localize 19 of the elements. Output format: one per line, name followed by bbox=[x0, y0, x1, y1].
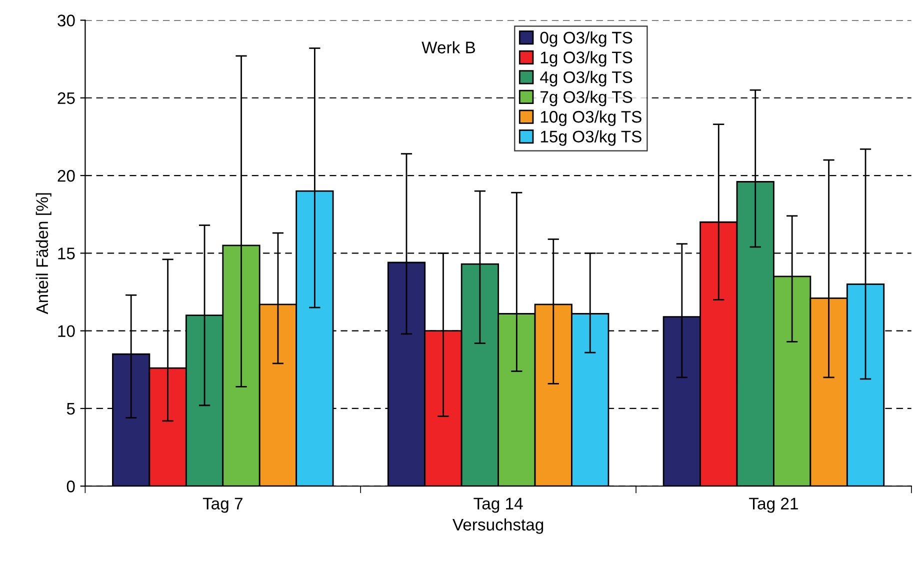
legend-label: 15g O3/kg TS bbox=[540, 130, 642, 146]
legend-label: 7g O3/kg TS bbox=[540, 90, 632, 106]
x-axis-title: Versuchstag bbox=[452, 518, 544, 534]
legend-label: 10g O3/kg TS bbox=[540, 110, 642, 126]
legend-label: 0g O3/kg TS bbox=[540, 31, 632, 47]
y-tick-label: 20 bbox=[58, 170, 75, 182]
y-axis-title: Anteil Fäden [%] bbox=[36, 193, 52, 314]
y-tick-label: 25 bbox=[58, 92, 75, 104]
x-tick-label: Tag 14 bbox=[474, 498, 523, 513]
legend-label: 1g O3/kg TS bbox=[540, 51, 632, 67]
text: Werk B bbox=[422, 41, 476, 54]
y-tick-label: 5 bbox=[66, 403, 75, 415]
legend-label: 4g O3/kg TS bbox=[540, 70, 632, 86]
x-tick-label: Tag 21 bbox=[749, 498, 798, 513]
y-tick-label: 30 bbox=[58, 14, 75, 26]
y-tick-label: 10 bbox=[58, 325, 75, 338]
y-tick-label: 15 bbox=[58, 248, 75, 260]
y-tick-label: 0 bbox=[66, 480, 75, 492]
x-tick-label: Tag 7 bbox=[202, 498, 242, 513]
